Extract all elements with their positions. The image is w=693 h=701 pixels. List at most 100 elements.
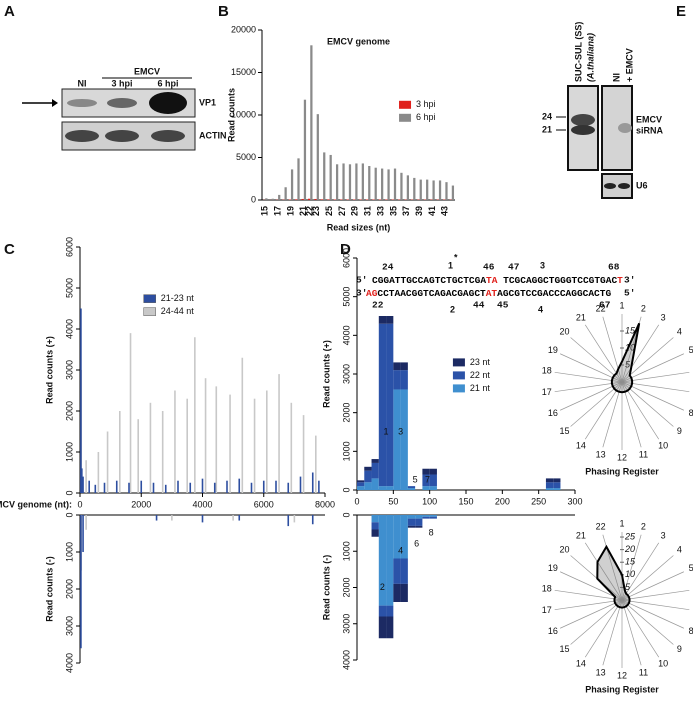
bar-segment bbox=[371, 462, 379, 479]
category-label: 12 bbox=[617, 452, 627, 462]
bar-segment bbox=[386, 616, 394, 639]
panel-label: E bbox=[676, 3, 686, 20]
spoke bbox=[559, 571, 623, 601]
bar bbox=[432, 180, 435, 200]
band bbox=[571, 114, 595, 126]
x-tick-label: 8000 bbox=[315, 499, 335, 509]
y-tick-label: 3000 bbox=[341, 614, 351, 634]
spoke bbox=[584, 542, 623, 601]
axis-label: Phasing Register bbox=[585, 684, 659, 694]
band bbox=[67, 99, 97, 107]
y-tick-label: 5000 bbox=[236, 152, 256, 162]
bar bbox=[342, 163, 345, 200]
bar-segment bbox=[400, 389, 408, 490]
y-tick-label: 0 bbox=[341, 512, 351, 517]
y-tick-label: 0 bbox=[64, 512, 74, 517]
band bbox=[107, 98, 137, 108]
bar bbox=[303, 99, 307, 200]
bar bbox=[301, 198, 304, 200]
bar-segment bbox=[422, 474, 430, 487]
y-tick-label: 0 bbox=[341, 487, 351, 492]
category-label: 3 bbox=[661, 530, 666, 540]
bar-segment bbox=[400, 370, 408, 390]
x-tick-label: 31 bbox=[363, 206, 373, 216]
category-label: 11 bbox=[639, 667, 648, 677]
position: 44 bbox=[473, 300, 485, 311]
category-label: 9 bbox=[677, 644, 682, 654]
bar bbox=[335, 164, 339, 200]
x-tick-label: 150 bbox=[458, 496, 473, 506]
category-label: 15 bbox=[560, 644, 570, 654]
lane-label: 3 hpi bbox=[111, 78, 132, 88]
category-label: 13 bbox=[596, 667, 606, 677]
bar-segment bbox=[357, 480, 365, 483]
bar-segment bbox=[422, 486, 430, 490]
y-tick-label: 6000 bbox=[341, 248, 351, 268]
y-axis-label: Read counts (+) bbox=[321, 340, 331, 408]
r-tick-label: 10 bbox=[625, 342, 635, 352]
category-label: 5 bbox=[689, 563, 693, 573]
spoke bbox=[584, 599, 623, 658]
bar bbox=[445, 182, 448, 200]
phase-label: 2 bbox=[450, 304, 455, 314]
x-tick-label: 2000 bbox=[131, 499, 151, 509]
bar-segment bbox=[393, 558, 401, 584]
category-label: 12 bbox=[617, 670, 627, 680]
bar-segment bbox=[553, 488, 561, 490]
bar bbox=[359, 199, 362, 200]
category-label: 2 bbox=[641, 521, 646, 531]
bar bbox=[451, 185, 455, 200]
bar-segment bbox=[400, 515, 408, 559]
bar bbox=[288, 199, 291, 200]
r-tick-label: 10 bbox=[625, 569, 635, 579]
position: 24 bbox=[382, 262, 394, 273]
x-tick-label: 41 bbox=[427, 206, 437, 216]
category-label: 15 bbox=[560, 426, 570, 436]
band bbox=[151, 130, 185, 142]
axis-label: Phasing Register bbox=[585, 466, 659, 476]
legend-label: 3 hpi bbox=[416, 99, 436, 109]
bar-segment bbox=[386, 323, 394, 487]
bar bbox=[348, 164, 352, 200]
category-label: 8 bbox=[689, 408, 693, 418]
annotation: 7 bbox=[425, 475, 430, 485]
strand-end: 3′ bbox=[624, 275, 635, 286]
bar-segment bbox=[553, 478, 561, 483]
bar-segment bbox=[407, 486, 416, 489]
legend-swatch bbox=[452, 358, 465, 367]
phase-label: 1 bbox=[448, 260, 453, 270]
bar bbox=[320, 199, 324, 200]
gel-label: U6 bbox=[636, 180, 648, 190]
y-tick-label: 3000 bbox=[341, 364, 351, 384]
spoke bbox=[570, 555, 623, 601]
band bbox=[149, 92, 187, 114]
bar bbox=[413, 177, 416, 200]
bar bbox=[365, 199, 369, 200]
x-tick-label: 50 bbox=[388, 496, 398, 506]
sequence-segment: CGGATTGCCAGTCTGCTCGA bbox=[372, 275, 486, 286]
category-label: 20 bbox=[560, 327, 570, 337]
r-tick-label: 15 bbox=[625, 325, 636, 335]
category-label: 9 bbox=[677, 426, 682, 436]
bar bbox=[346, 199, 349, 200]
spoke bbox=[559, 353, 623, 383]
bar-segment bbox=[386, 605, 394, 617]
y-tick-label: 4000 bbox=[64, 653, 74, 673]
x-tick-label: 21 bbox=[298, 206, 308, 216]
bar-segment bbox=[371, 529, 379, 537]
bar-segment bbox=[386, 486, 394, 490]
x-tick-label: 25 bbox=[324, 206, 334, 216]
category-label: 22 bbox=[596, 521, 606, 531]
annotation: 4 bbox=[398, 546, 403, 556]
legend-label: 24-44 nt bbox=[161, 306, 195, 316]
y-tick-label: 4000 bbox=[341, 650, 351, 670]
spoke bbox=[559, 599, 623, 629]
x-tick-label: 33 bbox=[375, 206, 385, 216]
panel-label: B bbox=[218, 3, 229, 20]
bar-segment bbox=[429, 474, 437, 487]
bar-segment bbox=[407, 488, 416, 490]
lane-label: SUC-SUL (SS) bbox=[573, 22, 583, 82]
y-tick-label: 0 bbox=[251, 194, 256, 204]
bar-segment bbox=[378, 616, 387, 639]
spoke bbox=[621, 555, 674, 601]
